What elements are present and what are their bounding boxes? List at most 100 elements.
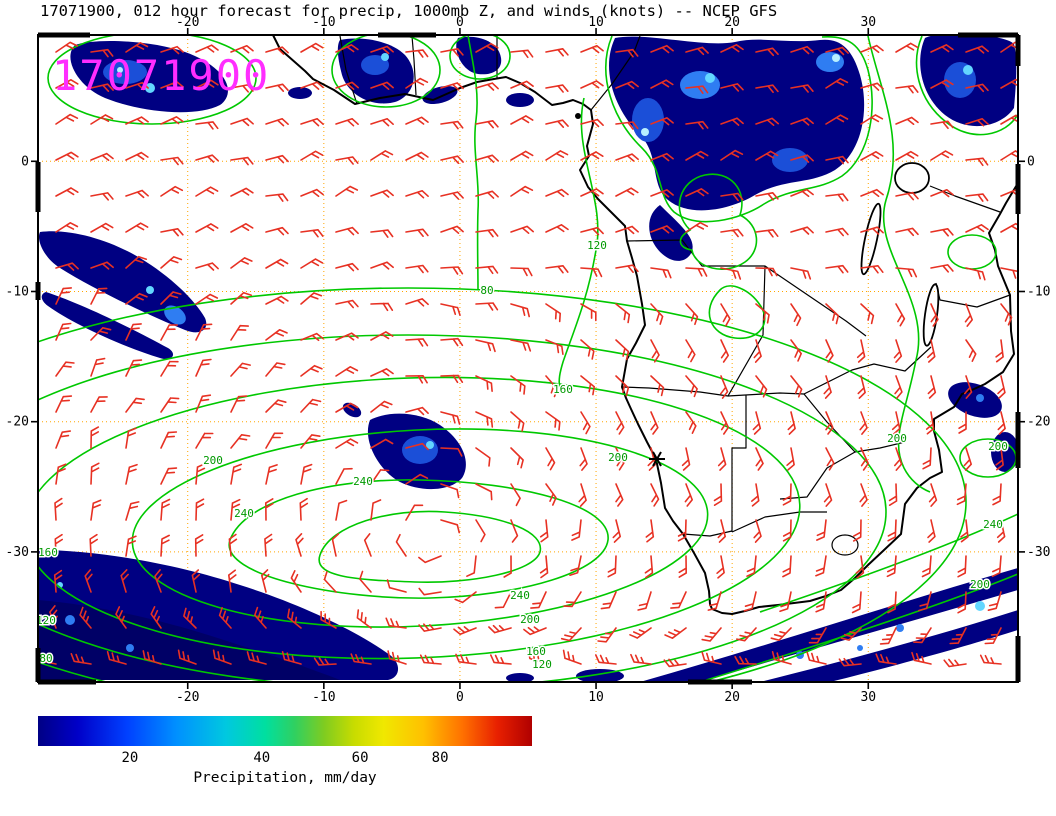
wind-barb xyxy=(527,649,547,665)
wind-barb xyxy=(685,411,697,434)
wind-barb xyxy=(720,267,742,280)
wind-barb xyxy=(886,555,897,578)
wind-barb xyxy=(930,264,954,273)
wind-barb xyxy=(825,227,849,237)
wind-barb xyxy=(545,150,569,161)
contour-label: 120 xyxy=(36,614,56,627)
wind-barb xyxy=(115,606,127,629)
wind-barb xyxy=(363,533,372,557)
height-contour-line xyxy=(708,285,766,340)
precip-cell xyxy=(975,601,985,611)
wind-barb xyxy=(335,226,359,236)
wind-barb xyxy=(261,569,270,593)
contour-label: 120 xyxy=(532,658,552,671)
wind-barb xyxy=(55,322,72,341)
wind-barb xyxy=(921,555,932,578)
wind-barb xyxy=(195,358,212,377)
wind-barb xyxy=(90,357,106,377)
wind-barb xyxy=(615,339,630,361)
colorbar-legend: 20 40 60 80 Precipitation, mm/day xyxy=(38,716,532,786)
wind-barb xyxy=(265,432,284,449)
colorbar-tick-label: 60 xyxy=(351,750,369,766)
wind-barb xyxy=(320,610,337,629)
axis-tick-label: 30 xyxy=(860,15,876,30)
wind-barb xyxy=(607,555,617,578)
axis-tick-label: -20 xyxy=(176,690,199,704)
wind-barb xyxy=(335,366,359,377)
wind-barb xyxy=(90,192,114,201)
wind-barb xyxy=(290,570,302,593)
wind-barb xyxy=(746,555,757,577)
wind-barb xyxy=(55,287,72,305)
wind-barb xyxy=(160,228,184,237)
wind-barb xyxy=(615,153,639,162)
wind-barb xyxy=(55,113,79,125)
wind-barb xyxy=(753,339,762,363)
wind-barb xyxy=(265,46,289,55)
border-line xyxy=(731,511,827,533)
wind-barb xyxy=(523,626,547,636)
lake-malawi xyxy=(922,283,940,347)
wind-barb xyxy=(335,332,359,341)
wind-barb xyxy=(539,519,549,543)
wind-barb xyxy=(125,116,149,125)
wind-barb xyxy=(177,649,197,665)
wind-barb xyxy=(142,650,162,665)
wind-barb xyxy=(629,627,652,639)
wind-barb xyxy=(685,188,709,197)
wind-barb xyxy=(405,406,429,416)
wind-barb xyxy=(335,299,359,309)
wind-barb xyxy=(54,497,63,521)
axis-tick-label: -30 xyxy=(6,545,29,560)
wind-barb xyxy=(230,498,241,521)
axis-tick-label: 30 xyxy=(860,690,876,704)
wind-barb xyxy=(183,607,197,629)
wind-barb xyxy=(615,483,624,507)
height-contour-line xyxy=(318,510,542,584)
wind-barb xyxy=(650,189,674,198)
wind-barb xyxy=(964,375,973,399)
wind-barb xyxy=(475,42,499,53)
wind-barb xyxy=(418,555,442,564)
precip-cell xyxy=(342,402,362,418)
wind-barb xyxy=(440,337,464,347)
wind-barb xyxy=(965,45,989,54)
wind-barb xyxy=(1000,222,1018,233)
wind-barb xyxy=(160,397,180,413)
border-line xyxy=(621,386,805,397)
wind-barb xyxy=(125,292,148,305)
wind-barb xyxy=(825,114,849,125)
precip-cell xyxy=(146,286,154,294)
precip-cell xyxy=(70,40,228,113)
wind-barb xyxy=(370,469,390,485)
axis-tick-label: -10 xyxy=(312,15,335,30)
wind-barb xyxy=(930,150,954,161)
wind-barb xyxy=(545,375,558,398)
wind-barb xyxy=(930,120,954,130)
wind-barb xyxy=(701,627,722,642)
wind-barb xyxy=(650,117,674,126)
wind-barb xyxy=(300,42,324,53)
precip-outline-contour xyxy=(605,35,873,223)
wind-barb xyxy=(160,360,179,377)
wind-barb xyxy=(440,447,463,457)
contour-label: 240 xyxy=(510,589,530,602)
wind-barb xyxy=(265,362,286,377)
wind-barb xyxy=(370,81,394,90)
wind-barb xyxy=(300,150,324,161)
wind-barb xyxy=(160,81,184,90)
wind-barb xyxy=(228,533,238,557)
height-contour-line xyxy=(678,173,758,270)
wind-barb xyxy=(49,605,58,629)
wind-barb xyxy=(125,323,142,341)
wind-barb xyxy=(578,483,587,507)
height-contour-line xyxy=(947,234,997,270)
wind-barb xyxy=(790,117,814,126)
wind-barb xyxy=(615,375,630,397)
wind-barb xyxy=(418,623,442,632)
wind-barb xyxy=(265,226,289,236)
axis-tick-label: 20 xyxy=(724,15,740,30)
wind-barb xyxy=(494,591,512,609)
wind-barb xyxy=(370,499,382,521)
wind-barb xyxy=(895,42,919,53)
